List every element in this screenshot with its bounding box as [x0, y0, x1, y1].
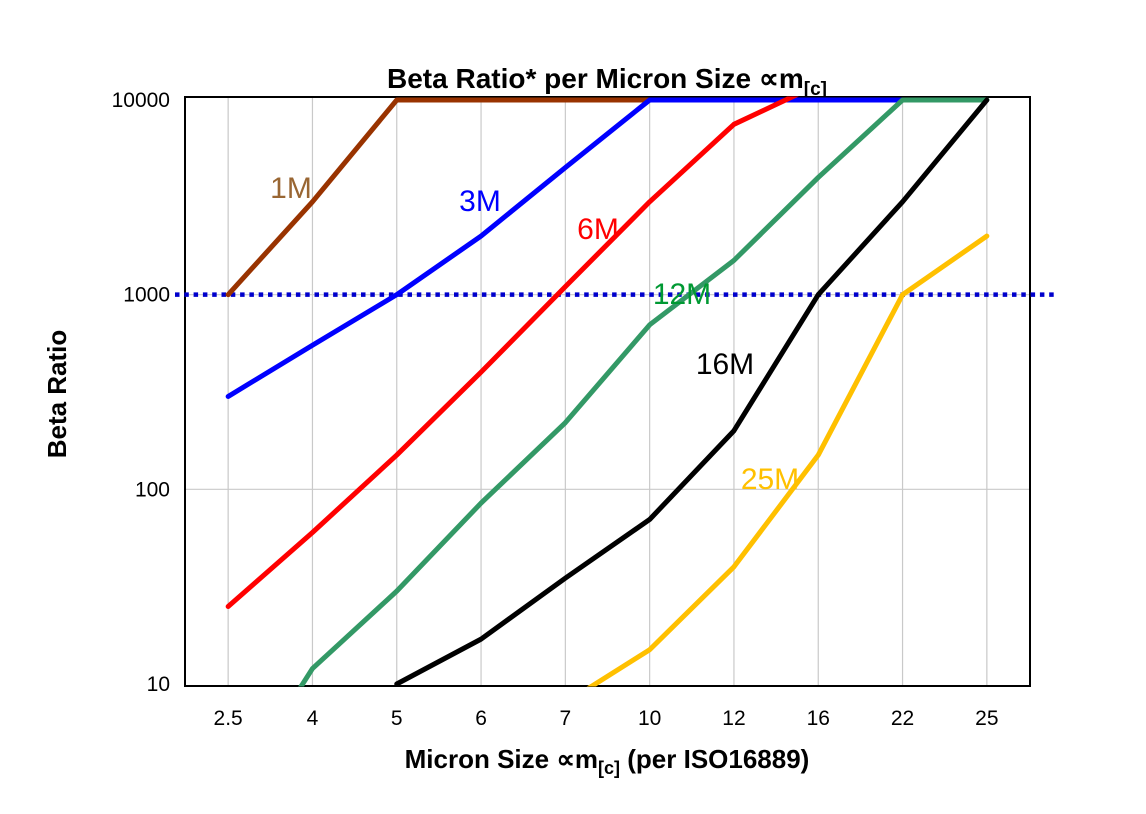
series-label-1M: 1M: [270, 172, 312, 205]
series-line-12M: [298, 97, 990, 687]
x-axis-title-main: Micron Size ∝m: [405, 744, 598, 774]
x-tick-label: 12: [722, 707, 745, 730]
y-tick-label: 100: [135, 478, 170, 501]
y-tick-label: 1000: [123, 284, 170, 307]
series-line-16M: [394, 97, 990, 687]
x-tick-label: 6: [475, 707, 487, 730]
x-axis-title: Micron Size ∝m[c] (per ISO16889): [405, 744, 810, 778]
series-line-1M: [225, 97, 653, 298]
x-tick-label: 4: [307, 707, 319, 730]
y-tick-label: 10000: [112, 89, 170, 112]
x-tick-label: 2.5: [214, 707, 243, 730]
series-labels: 1M 3M 6M 12M 16M 25M: [270, 172, 799, 496]
series-label-12M: 12M: [653, 278, 711, 311]
chart-title-subscript: [c]: [804, 79, 827, 100]
series-label-3M: 3M: [459, 185, 501, 218]
series-label-16M: 16M: [696, 348, 754, 381]
x-tick-label: 5: [391, 707, 403, 730]
series-lines: [225, 96, 990, 687]
x-tick-label: 25: [975, 707, 998, 730]
x-axis-title-subscript: [c]: [598, 758, 620, 778]
plot-border: [184, 96, 1031, 687]
series-line-25M: [586, 233, 990, 687]
chart-title-main: Beta Ratio* per Micron Size ∝m: [387, 63, 804, 94]
chart-title: Beta Ratio* per Micron Size ∝m[c]: [387, 63, 827, 100]
x-axis-title-rest: (per ISO16889): [620, 744, 809, 774]
y-tick-labels: 10000 1000 100 10: [112, 89, 170, 696]
series-label-25M: 25M: [741, 463, 799, 496]
y-axis-title: Beta Ratio: [42, 330, 72, 459]
x-tick-label: 10: [638, 707, 661, 730]
x-tick-labels: 2.5 4 5 6 7 10 12 16 22 25: [214, 707, 999, 730]
gridlines: [185, 97, 1030, 686]
series-label-6M: 6M: [577, 213, 619, 246]
series-line-6M: [225, 96, 799, 610]
x-tick-label: 22: [891, 707, 914, 730]
x-tick-label: 16: [807, 707, 830, 730]
x-tick-label: 7: [560, 707, 572, 730]
y-tick-label: 10: [147, 673, 170, 696]
